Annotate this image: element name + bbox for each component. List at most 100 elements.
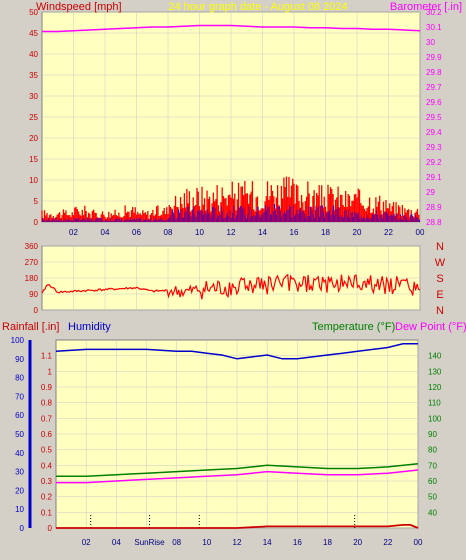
y-tick-left: 0 — [34, 218, 39, 227]
y-tick-right: 29.6 — [426, 98, 442, 107]
y-tick-left: 40 — [29, 50, 38, 59]
rain-tick: 0.8 — [41, 399, 53, 408]
temp-tick: 110 — [428, 399, 441, 408]
humidity-tick: 70 — [15, 392, 24, 401]
humidity-tick: 30 — [15, 468, 24, 477]
y-tick-right: 29.5 — [426, 113, 442, 122]
rain-tick: 0 — [48, 524, 53, 533]
y-tick: 0 — [34, 306, 39, 315]
humidity-tick: 40 — [15, 449, 24, 458]
x-tick: 16 — [290, 228, 299, 237]
x-tick: 00 — [416, 228, 425, 237]
humidity-tick: 60 — [15, 411, 24, 420]
rain-tick: 0.2 — [41, 493, 53, 502]
humidity-tick: 10 — [15, 505, 24, 514]
y-tick-right: 30 — [426, 38, 435, 47]
x-tick: 04 — [112, 538, 121, 547]
humidity-line — [55, 343, 418, 360]
barometer-line — [42, 24, 421, 33]
wind-direction-line — [41, 273, 421, 300]
y-tick: 180 — [25, 274, 39, 283]
y-tick: 270 — [25, 258, 39, 267]
wind-barometer-chart: 0 5 10 15 20 25 30 35 40 45 50 28.8 28.9 29 29.1 29.2 29… — [29, 1, 462, 237]
temp-tick: 70 — [428, 461, 437, 470]
y-tick-right: 29.3 — [426, 143, 442, 152]
y-tick-right: 29.9 — [426, 53, 442, 62]
y-tick-right: 29.2 — [426, 158, 442, 167]
temp-tick: 40 — [428, 508, 437, 517]
rain-tick: 1.1 — [41, 352, 53, 361]
humidity-tick: 50 — [15, 430, 24, 439]
y-tick-left: 50 — [29, 8, 38, 17]
rain-tick: 0.7 — [41, 414, 53, 423]
temp-tick: 50 — [428, 493, 437, 502]
x-tick: 04 — [101, 228, 110, 237]
barometer-label: Barometer [.in] — [390, 1, 462, 13]
y-tick-left: 20 — [29, 134, 38, 143]
rain-tick: 0.3 — [41, 477, 53, 486]
y-tick-left: 30 — [29, 92, 38, 101]
y-tick-right: 30.1 — [426, 23, 442, 32]
temp-tick: 120 — [428, 383, 442, 392]
direction-label: S — [436, 273, 443, 285]
x-tick: 20 — [353, 538, 362, 547]
rain-tick: 0.1 — [41, 508, 53, 517]
temp-tick: 80 — [428, 446, 437, 455]
humidity-label: Humidity — [68, 321, 111, 333]
y-tick-right: 28.8 — [426, 218, 442, 227]
direction-label: W — [435, 257, 446, 269]
humidity-tick: 80 — [15, 374, 24, 383]
y-tick-left: 15 — [29, 155, 38, 164]
temp-tick: 100 — [428, 414, 442, 423]
rain-tick: 0.9 — [41, 383, 53, 392]
x-tick: 06 — [132, 228, 141, 237]
x-tick: 02 — [69, 228, 78, 237]
y-tick-right: 30.2 — [426, 8, 442, 17]
x-tick: 14 — [258, 228, 267, 237]
temperature-label: Temperature (°F) — [312, 321, 395, 333]
dew-point-label: Dew Point (°F) — [395, 321, 466, 333]
humidity-tick: 100 — [11, 336, 25, 345]
y-tick-left: 45 — [29, 29, 38, 38]
x-tick: 18 — [321, 228, 330, 237]
y-tick: 90 — [29, 290, 38, 299]
x-tick: 10 — [202, 538, 211, 547]
x-tick: 18 — [323, 538, 332, 547]
x-tick: 00 — [414, 538, 423, 547]
x-tick: 02 — [82, 538, 91, 547]
y-tick-right: 29.1 — [426, 173, 442, 182]
x-tick: 10 — [195, 228, 204, 237]
y-tick-left: 35 — [29, 71, 38, 80]
dew-point-line — [56, 469, 419, 484]
temp-tick: 60 — [428, 477, 437, 486]
humidity-tick: 20 — [15, 486, 24, 495]
y-tick: 360 — [25, 242, 39, 251]
y-tick-right: 29 — [426, 188, 435, 197]
graph-title: 24 hour graph date - August 08 2024 — [168, 1, 347, 13]
rain-tick: 0.5 — [41, 446, 53, 455]
y-tick-right: 29.4 — [426, 128, 442, 137]
rain-tick: 1 — [48, 367, 53, 376]
x-tick: 22 — [383, 538, 392, 547]
x-tick: 16 — [293, 538, 302, 547]
rainfall-label: Rainfall [.in] — [2, 321, 59, 333]
y-tick-left: 25 — [29, 113, 38, 122]
x-tick: 12 — [227, 228, 236, 237]
direction-label: E — [436, 289, 443, 301]
x-tick: 14 — [263, 538, 272, 547]
temp-tick: 130 — [428, 367, 442, 376]
y-tick-left: 10 — [29, 176, 38, 185]
temperature-line — [56, 463, 419, 478]
y-tick-right: 28.9 — [426, 203, 442, 212]
humidity-tick: 90 — [15, 355, 24, 364]
x-tick: 20 — [353, 228, 362, 237]
windspeed-label: Windspeed [mph] — [36, 1, 122, 13]
y-tick-right: 29.7 — [426, 83, 442, 92]
x-tick: 08 — [164, 228, 173, 237]
rain-tick: 0.6 — [41, 430, 53, 439]
humidity-tick: 0 — [20, 524, 25, 533]
direction-label: N — [436, 305, 444, 317]
